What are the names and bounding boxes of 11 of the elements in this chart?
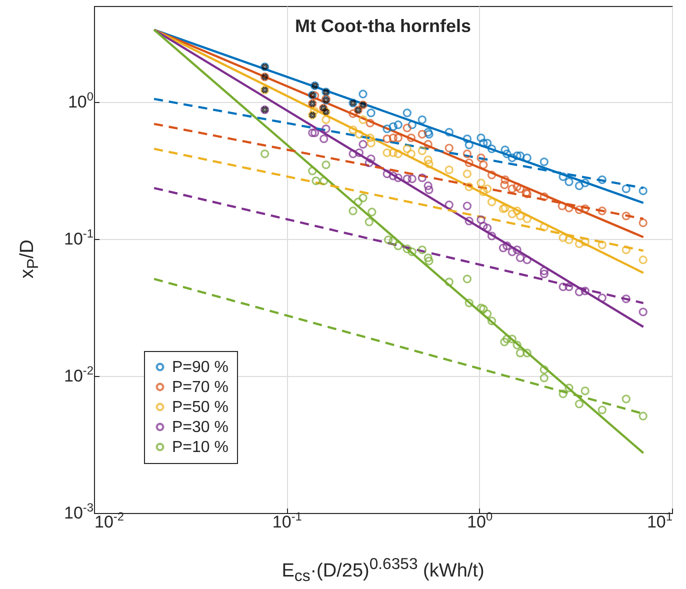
legend-label: P=10 %	[172, 439, 228, 456]
x-axis-title: E$_{cs}$·(D/25)$^{0.6353}$ (kWh/t)	[280, 556, 486, 586]
legend-label: P=70 %	[172, 379, 228, 396]
text: Mt Coot-tha hornfels	[294, 16, 472, 37]
legend-label: P=90 %	[172, 359, 228, 376]
y-tick-label: 10$^{-1}$	[64, 226, 94, 248]
y-tick-label: 10$^{-3}$	[64, 500, 94, 522]
legend-label: P=50 %	[172, 399, 228, 416]
y-tick-label: 10$^{-2}$	[64, 363, 94, 386]
legend-label: P=30 %	[172, 419, 228, 436]
y-tick-label: 10$^{0}$	[68, 89, 94, 112]
